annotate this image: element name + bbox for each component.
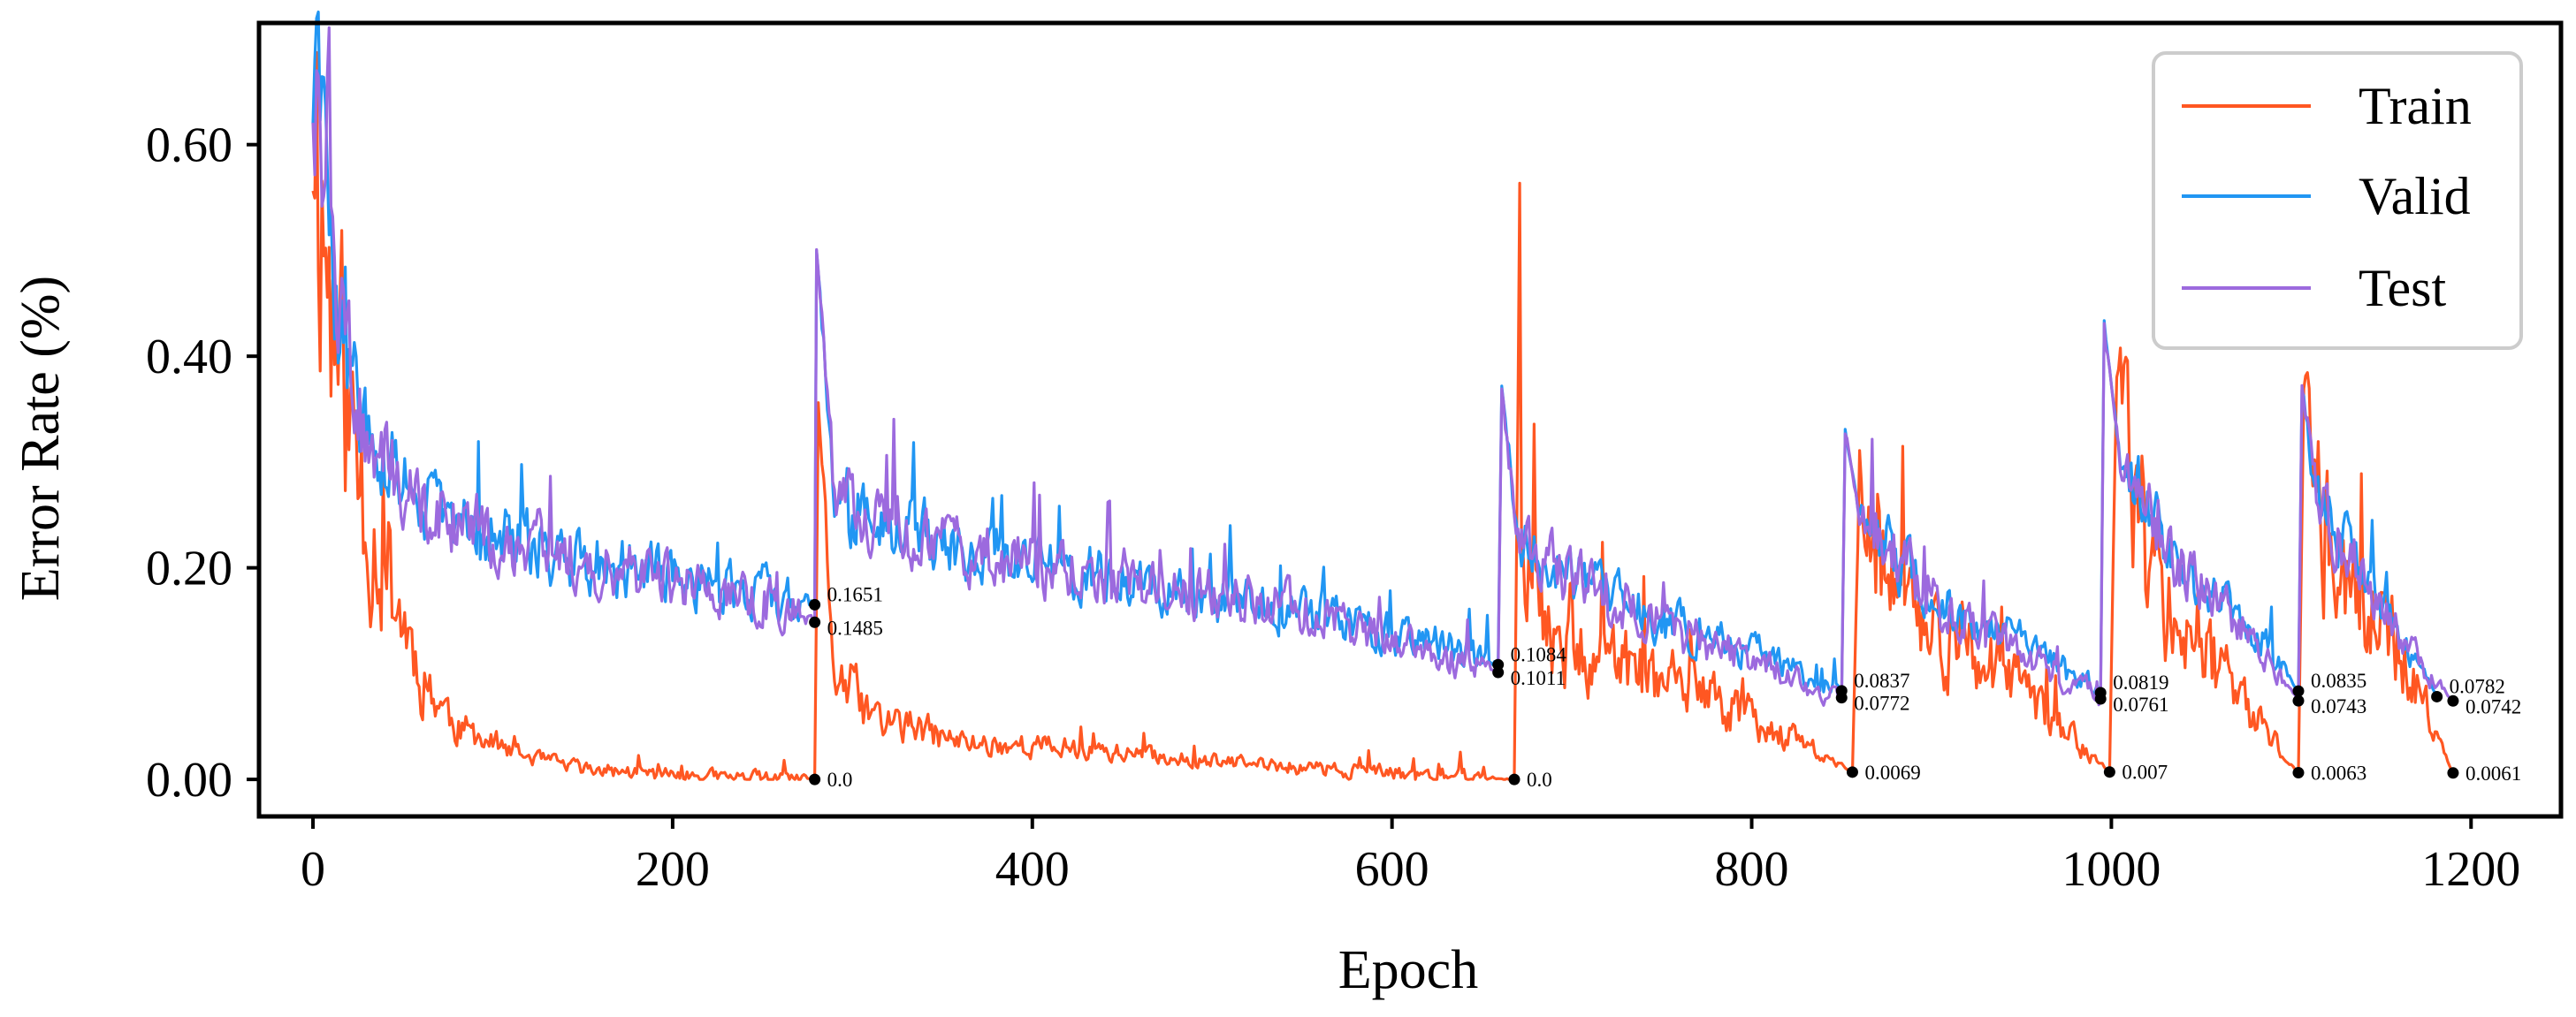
y-tick-label: 0.40 [146,330,232,384]
annotation-dot [2094,693,2107,705]
axes-frame [256,20,2564,819]
annotation-label: 0.007 [2122,762,2168,784]
y-axis-ticks: 0.00 0.20 0.40 0.60 [146,118,259,808]
legend-valid-label: Valid [2359,167,2471,225]
x-tick-label: 600 [1355,842,1429,897]
annotation-label: 0.0819 [2113,672,2168,694]
annotation-label: 0.1011 [1511,667,1566,689]
annotation-label: 0.1084 [1511,643,1567,665]
x-tick-label: 400 [995,842,1070,897]
annotation-label: 0.0772 [1854,693,1909,715]
series-line-train [311,50,2455,781]
annotation-label: 0.0061 [2465,763,2521,785]
y-tick-label: 0.00 [146,753,232,808]
x-axis-ticks: 0 200 400 600 800 1000 1200 [301,816,2520,897]
annotation-dot [2431,690,2443,702]
legend-box [2152,51,2523,350]
annotation-dot [2292,694,2305,707]
series-line-test [311,26,2455,707]
y-axis-title: Error Rate (%) [11,276,71,601]
annotation-dot [1846,766,1858,778]
annotation-label: 0.0743 [2311,695,2366,717]
annotation-label: 0.0837 [1854,670,1909,692]
annotation-label: 0.0835 [2311,670,2366,692]
annotation-dot [1508,773,1520,786]
annotation-dot [2103,766,2115,778]
x-tick-label: 0 [301,842,325,897]
annotation-label: 0.0 [1527,769,1552,791]
legend-test-label: Test [2359,259,2446,317]
y-tick-label: 0.60 [146,118,232,173]
annotation-dot [2447,694,2459,707]
annotation-dot [809,773,821,786]
annotation-label: 0.1651 [827,583,883,605]
plot-lines [311,10,2455,781]
annotation-label: 0.0063 [2311,763,2366,785]
legend-train-label: Train [2359,77,2472,135]
x-axis-title: Epoch [1338,940,1478,1000]
annotation-label: 0.1485 [827,617,883,639]
annotation-label: 0.0782 [2450,675,2505,697]
annotation-label: 0.0761 [2113,694,2168,716]
annotation-markers: 0.16510.14850.00.10840.10110.00.08370.07… [809,583,2521,791]
annotation-dot [2292,767,2305,779]
x-tick-label: 800 [1715,842,1789,897]
annotation-label: 0.0 [827,769,853,791]
annotation-dot [809,598,821,611]
annotation-dot [1492,666,1505,679]
annotation-dot [2292,685,2305,697]
legend: Train Valid Test [2152,51,2523,350]
annotation-label: 0.0742 [2465,695,2521,717]
x-tick-label: 1200 [2421,842,2520,897]
plot-frame [256,20,2564,819]
x-tick-label: 200 [636,842,710,897]
annotation-dot [809,616,821,628]
y-tick-label: 0.20 [146,542,232,596]
x-tick-label: 1000 [2062,842,2161,897]
annotation-label: 0.0069 [1864,762,1920,784]
annotation-dot [1835,692,1848,704]
annotation-dot [2447,767,2459,779]
series-line-valid [311,10,2438,697]
